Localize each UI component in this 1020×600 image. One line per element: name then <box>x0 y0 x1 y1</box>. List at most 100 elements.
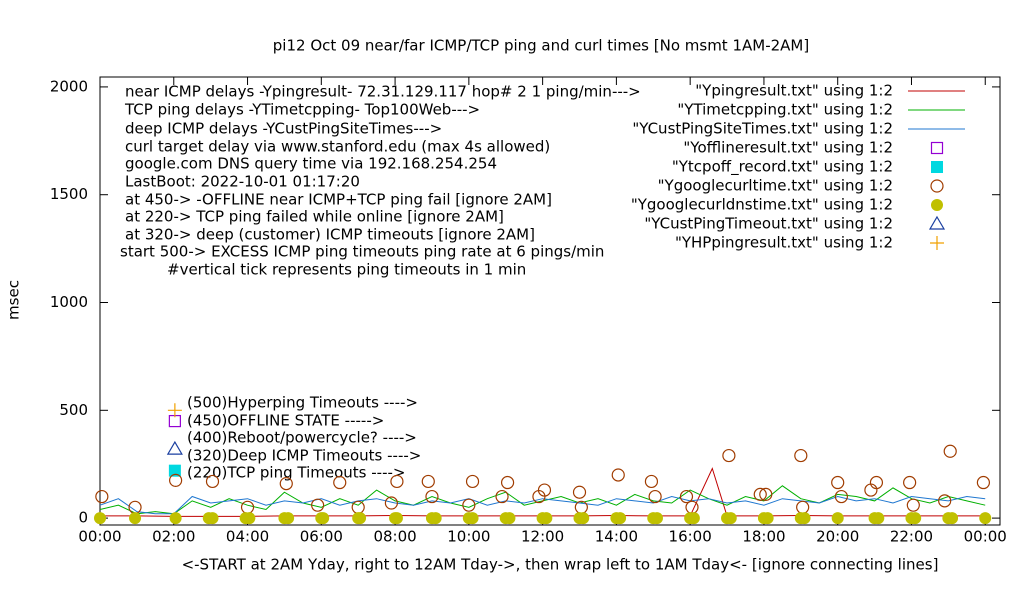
data-point <box>169 473 183 487</box>
x-tick-label: 12:00 <box>521 528 564 546</box>
legend-label: "YHPpingresult.txt" using 1:2 <box>675 234 893 252</box>
x-tick-label: 10:00 <box>447 528 490 546</box>
data-point <box>466 512 479 525</box>
data-point <box>390 474 404 489</box>
data-point <box>94 512 106 525</box>
data-point <box>834 489 848 504</box>
y-tick-label: 500 <box>59 401 88 419</box>
annotation: start 500-> EXCESS ICMP ping timeouts pi… <box>120 243 604 261</box>
x-tick-label: 06:00 <box>300 528 343 546</box>
data-point <box>282 512 295 525</box>
x-tick-label: 14:00 <box>595 528 638 546</box>
data-point <box>462 498 476 512</box>
data-point <box>722 448 736 463</box>
data-point <box>679 489 694 504</box>
annotations: near ICMP delays -Ypingresult- 72.31.129… <box>120 83 641 482</box>
data-point <box>429 512 442 525</box>
data-point <box>572 485 587 499</box>
legend-key <box>930 179 944 193</box>
data-point <box>500 475 515 490</box>
data-point <box>614 512 627 525</box>
data-point <box>946 512 959 525</box>
data-point <box>831 512 844 525</box>
data-point <box>384 496 398 510</box>
data-point <box>390 512 403 525</box>
chart-title: pi12 Oct 09 near/far ICMP/TCP ping and c… <box>273 37 809 55</box>
data-point <box>354 512 367 525</box>
legend-label: "Ypingresult.txt" using 1:2 <box>695 82 893 100</box>
data-point <box>243 512 256 525</box>
data-point <box>465 474 480 489</box>
data-point <box>166 440 183 455</box>
data-point <box>979 512 992 525</box>
annotation: (320)Deep ICMP Timeouts ----> <box>187 447 421 465</box>
annotation: near ICMP delays -Ypingresult- 72.31.129… <box>125 83 641 101</box>
data-point <box>317 512 330 525</box>
legend-label: "Yofflineresult.txt" using 1:2 <box>683 139 893 157</box>
annotation: at 220-> TCP ping failed while online [i… <box>125 208 504 226</box>
data-point <box>794 448 808 463</box>
y-tick-label: 0 <box>78 509 88 527</box>
data-point <box>938 494 952 508</box>
x-axis-label: <-START at 2AM Yday, right to 12AM Tday-… <box>182 556 939 574</box>
data-point <box>537 483 552 497</box>
data-point <box>333 475 347 490</box>
data-point <box>906 498 920 512</box>
legend-key <box>928 215 946 230</box>
annotation: (500)Hyperping Timeouts ----> <box>187 394 418 412</box>
annotation: #vertical tick represents ping timeouts … <box>167 261 526 279</box>
data-point <box>129 512 142 525</box>
data-point <box>903 475 917 490</box>
data-point <box>311 498 325 512</box>
series-line <box>99 495 986 515</box>
annotation: LastBoot: 2022-10-01 01:17:20 <box>125 173 360 191</box>
data-point <box>761 512 774 525</box>
data-point <box>644 474 659 489</box>
data-point <box>648 489 662 504</box>
data-point <box>753 487 767 501</box>
legend-key <box>931 161 943 173</box>
x-tick-label: 00:00 <box>964 528 1007 546</box>
y-tick-label: 1500 <box>50 185 88 203</box>
data-point <box>869 475 884 490</box>
x-tick-label: 08:00 <box>373 528 416 546</box>
data-point <box>206 512 219 525</box>
data-point <box>909 512 922 525</box>
annotation: at 450-> -OFFLINE near ICMP+TCP ping fai… <box>125 191 552 209</box>
annotation: google.com DNS query time via 192.168.25… <box>125 155 497 173</box>
x-tick-label: 22:00 <box>890 528 933 546</box>
data-point <box>611 468 625 482</box>
legend-key <box>930 141 944 155</box>
annotation: (450)OFFLINE STATE -----> <box>187 412 384 430</box>
data-point <box>279 477 293 491</box>
data-point <box>577 512 590 525</box>
annotation: (400)Reboot/powercycle? ----> <box>187 429 417 447</box>
annotation: deep ICMP delays -YCustPingSiteTimes---> <box>125 120 442 138</box>
data-point <box>503 512 516 525</box>
annotation: curl target delay via www.stanford.edu (… <box>125 138 550 156</box>
annotation: (220)TCP ping Timeouts ----> <box>187 464 405 482</box>
data-point <box>831 475 845 490</box>
data-point <box>687 512 700 525</box>
x-tick-label: 04:00 <box>226 528 269 546</box>
x-tick-label: 20:00 <box>816 528 859 546</box>
data-point <box>421 474 435 489</box>
annotation: at 320-> deep (customer) ICMP timeouts [… <box>125 226 535 244</box>
plot-border <box>99 76 1001 526</box>
data-point <box>759 487 773 501</box>
x-tick-label: 16:00 <box>669 528 712 546</box>
legend-label: "Ytcpoff_record.txt" using 1:2 <box>672 158 893 177</box>
data-point <box>169 512 182 525</box>
data-point <box>872 512 885 525</box>
y-tick-label: 2000 <box>50 77 88 95</box>
data-point <box>540 512 553 525</box>
data-point <box>976 475 991 490</box>
data-point <box>724 512 737 525</box>
x-tick-label: 00:00 <box>78 528 121 546</box>
data-point <box>425 489 439 504</box>
x-tick-label: 02:00 <box>152 528 195 546</box>
data-point <box>650 512 663 525</box>
y-tick-label: 1000 <box>50 293 88 311</box>
data-point <box>495 489 509 504</box>
